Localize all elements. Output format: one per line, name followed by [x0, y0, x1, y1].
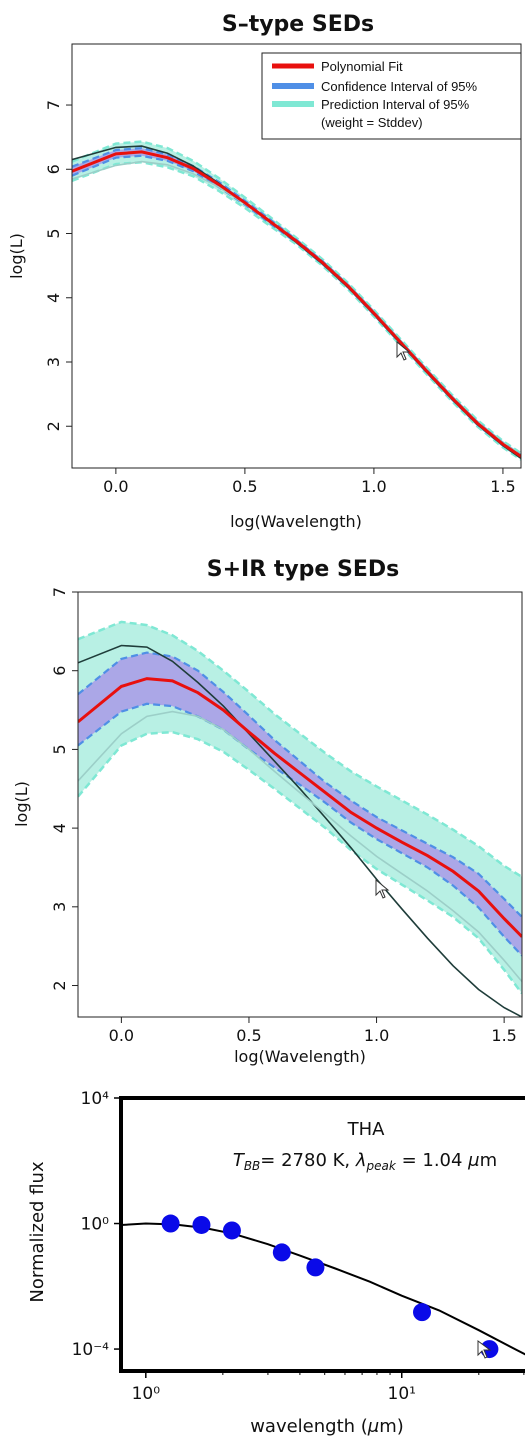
photometry-point	[306, 1258, 325, 1277]
legend: Polynomial Fit Confidence Interval of 95…	[261, 52, 522, 140]
y-tick-label: 6	[50, 666, 69, 676]
y-tick-label: 10⁻⁴	[72, 1340, 110, 1360]
photometry-point	[413, 1303, 432, 1322]
x-axis-label: log(Wavelength)	[234, 1047, 366, 1066]
y-tick-label: 3	[44, 357, 63, 367]
y-tick-label: 7	[44, 100, 63, 110]
x-tick-label: 1.0	[364, 1026, 389, 1045]
mouse-cursor-icon	[477, 1340, 492, 1359]
upper-envelope-line	[72, 145, 521, 460]
x-tick-label: 1.5	[490, 477, 515, 496]
x-tick-label: 0.5	[236, 1026, 261, 1045]
photometry-point	[161, 1214, 180, 1233]
photometry-point	[192, 1215, 211, 1234]
y-tick-label: 10⁰	[81, 1215, 110, 1235]
axis-ticks: 0.0 0.5 1.0 1.5 2 3 4 5 6 7	[50, 587, 517, 1045]
legend-label-fit: Polynomial Fit	[321, 59, 403, 74]
x-axis-label: log(Wavelength)	[230, 512, 362, 531]
y-tick-label: 2	[44, 421, 63, 431]
x-tick-label: 0.0	[103, 477, 128, 496]
confidence-band	[78, 652, 522, 956]
temperature-annotation: TBB= 2780 K, λpeak = 1.04 μm	[233, 1150, 497, 1173]
y-tick-label: 2	[50, 980, 69, 990]
photometry-point	[272, 1243, 291, 1262]
y-tick-label: 5	[50, 744, 69, 754]
lower-envelope-line	[72, 160, 521, 456]
x-tick-label: 1.0	[361, 477, 386, 496]
prediction-band	[72, 141, 521, 460]
y-tick-label: 3	[50, 902, 69, 912]
x-tick-label: 10⁰	[132, 1384, 161, 1404]
prediction-bound-line	[78, 730, 522, 995]
plot-frame	[119, 1096, 525, 1373]
chart-s-type-seds: S–type SEDs 0.0 0.5 1.0 1.5 2 3 4 5 6 7 log(Wavel…	[7, 12, 522, 531]
x-tick-label: 1.5	[491, 1026, 516, 1045]
x-tick-label: 0.5	[232, 477, 257, 496]
confidence-band	[72, 148, 521, 458]
chart-s-ir-type-seds: S+IR type SEDs 0.0 0.5 1.0 1.5 2 3 4 5 6 7 log(Wa…	[12, 557, 523, 1066]
legend-label-prediction: Prediction Interval of 95%	[321, 97, 470, 112]
y-tick-label: 4	[50, 823, 69, 833]
y-tick-label: 6	[44, 164, 63, 174]
legend-label-confidence: Confidence Interval of 95%	[321, 79, 478, 94]
prediction-bound-line	[78, 620, 522, 878]
y-axis-label: log(L)	[7, 233, 26, 279]
y-axis-label: log(L)	[12, 781, 31, 827]
chart-title: S+IR type SEDs	[207, 557, 399, 582]
mouse-cursor-icon	[375, 878, 390, 899]
confidence-bound-line	[72, 146, 521, 457]
polynomial-fit-line	[72, 150, 521, 458]
y-tick-label: 5	[44, 228, 63, 238]
confidence-bound-line	[72, 154, 521, 459]
lower-envelope-line	[78, 710, 522, 983]
x-tick-label: 10¹	[388, 1384, 416, 1404]
polynomial-fit-line	[78, 677, 522, 938]
y-axis-label: Normalized flux	[27, 1161, 48, 1303]
confidence-bound-line	[78, 702, 522, 957]
mouse-cursor-icon	[396, 340, 411, 361]
object-name-annotation: THA	[347, 1119, 386, 1140]
y-tick-label: 10⁴	[81, 1089, 110, 1109]
x-tick-label: 0.0	[109, 1026, 134, 1045]
x-axis-label: wavelength (μm)	[250, 1416, 404, 1437]
chart-title: S–type SEDs	[222, 12, 374, 37]
plot-area	[72, 140, 521, 461]
blackbody-model-line	[121, 1222, 525, 1356]
plot-frame	[77, 591, 523, 1018]
plot-frame	[71, 43, 522, 469]
plot-area	[78, 620, 522, 1017]
prediction-bound-line	[72, 140, 521, 455]
axis-ticks: 0.0 0.5 1.0 1.5 2 3 4 5 6 7	[44, 100, 516, 496]
chart-tha-blackbody: 10⁰ 10¹ 10⁴ 10⁰ 10⁻⁴ THA TBB= 2780 K, λpeak …	[27, 1089, 525, 1437]
photometry-point	[222, 1221, 241, 1240]
confidence-bound-line	[78, 651, 522, 918]
y-tick-label: 4	[44, 293, 63, 303]
legend-label-weight: (weight = Stddev)	[321, 115, 423, 130]
prediction-bound-line	[72, 160, 521, 461]
y-tick-label: 7	[50, 587, 69, 597]
axis-ticks: 10⁰ 10¹ 10⁴ 10⁰ 10⁻⁴	[72, 1089, 525, 1404]
plot-area	[121, 1214, 525, 1359]
